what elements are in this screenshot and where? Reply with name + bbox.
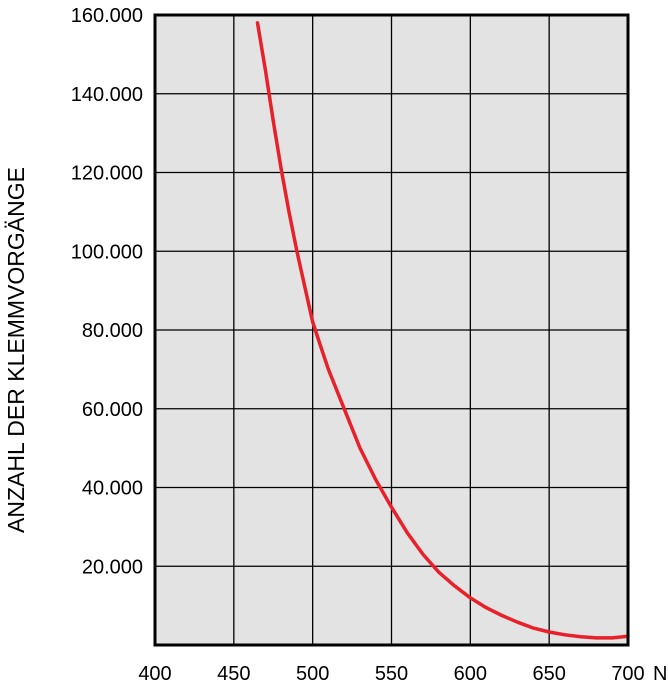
x-tick-label: 500 — [296, 663, 329, 685]
y-axis-label: ANZAHL DER KLEMMVORGÄNGE — [3, 167, 29, 533]
y-axis-ticks: 20.000 40.000 60.000 80.000 100.000 120.000 14… — [71, 5, 143, 578]
x-tick-label: 400 — [138, 663, 171, 685]
y-tick-label: 40.000 — [82, 478, 143, 500]
data-line — [255, 21, 630, 640]
y-tick-label: 140.000 — [71, 84, 143, 106]
y-tick-label: 160.000 — [71, 5, 143, 27]
y-tick-label: 20.000 — [82, 556, 143, 578]
y-tick-label: 120.000 — [71, 163, 143, 185]
x-axis-ticks: 400 450 500 550 600 650 700 — [138, 663, 644, 685]
y-tick-label: 80.000 — [82, 320, 143, 342]
x-tick-label: 600 — [454, 663, 487, 685]
y-tick-label: 60.000 — [82, 399, 143, 421]
plot-frame — [153, 13, 630, 647]
x-tick-label: 700 — [611, 663, 644, 685]
x-tick-label: 650 — [532, 663, 565, 685]
y-tick-label: 100.000 — [71, 241, 143, 263]
x-axis-unit: N — [653, 663, 667, 685]
x-tick-label: 450 — [217, 663, 250, 685]
x-tick-label: 550 — [375, 663, 408, 685]
grid — [155, 15, 628, 645]
